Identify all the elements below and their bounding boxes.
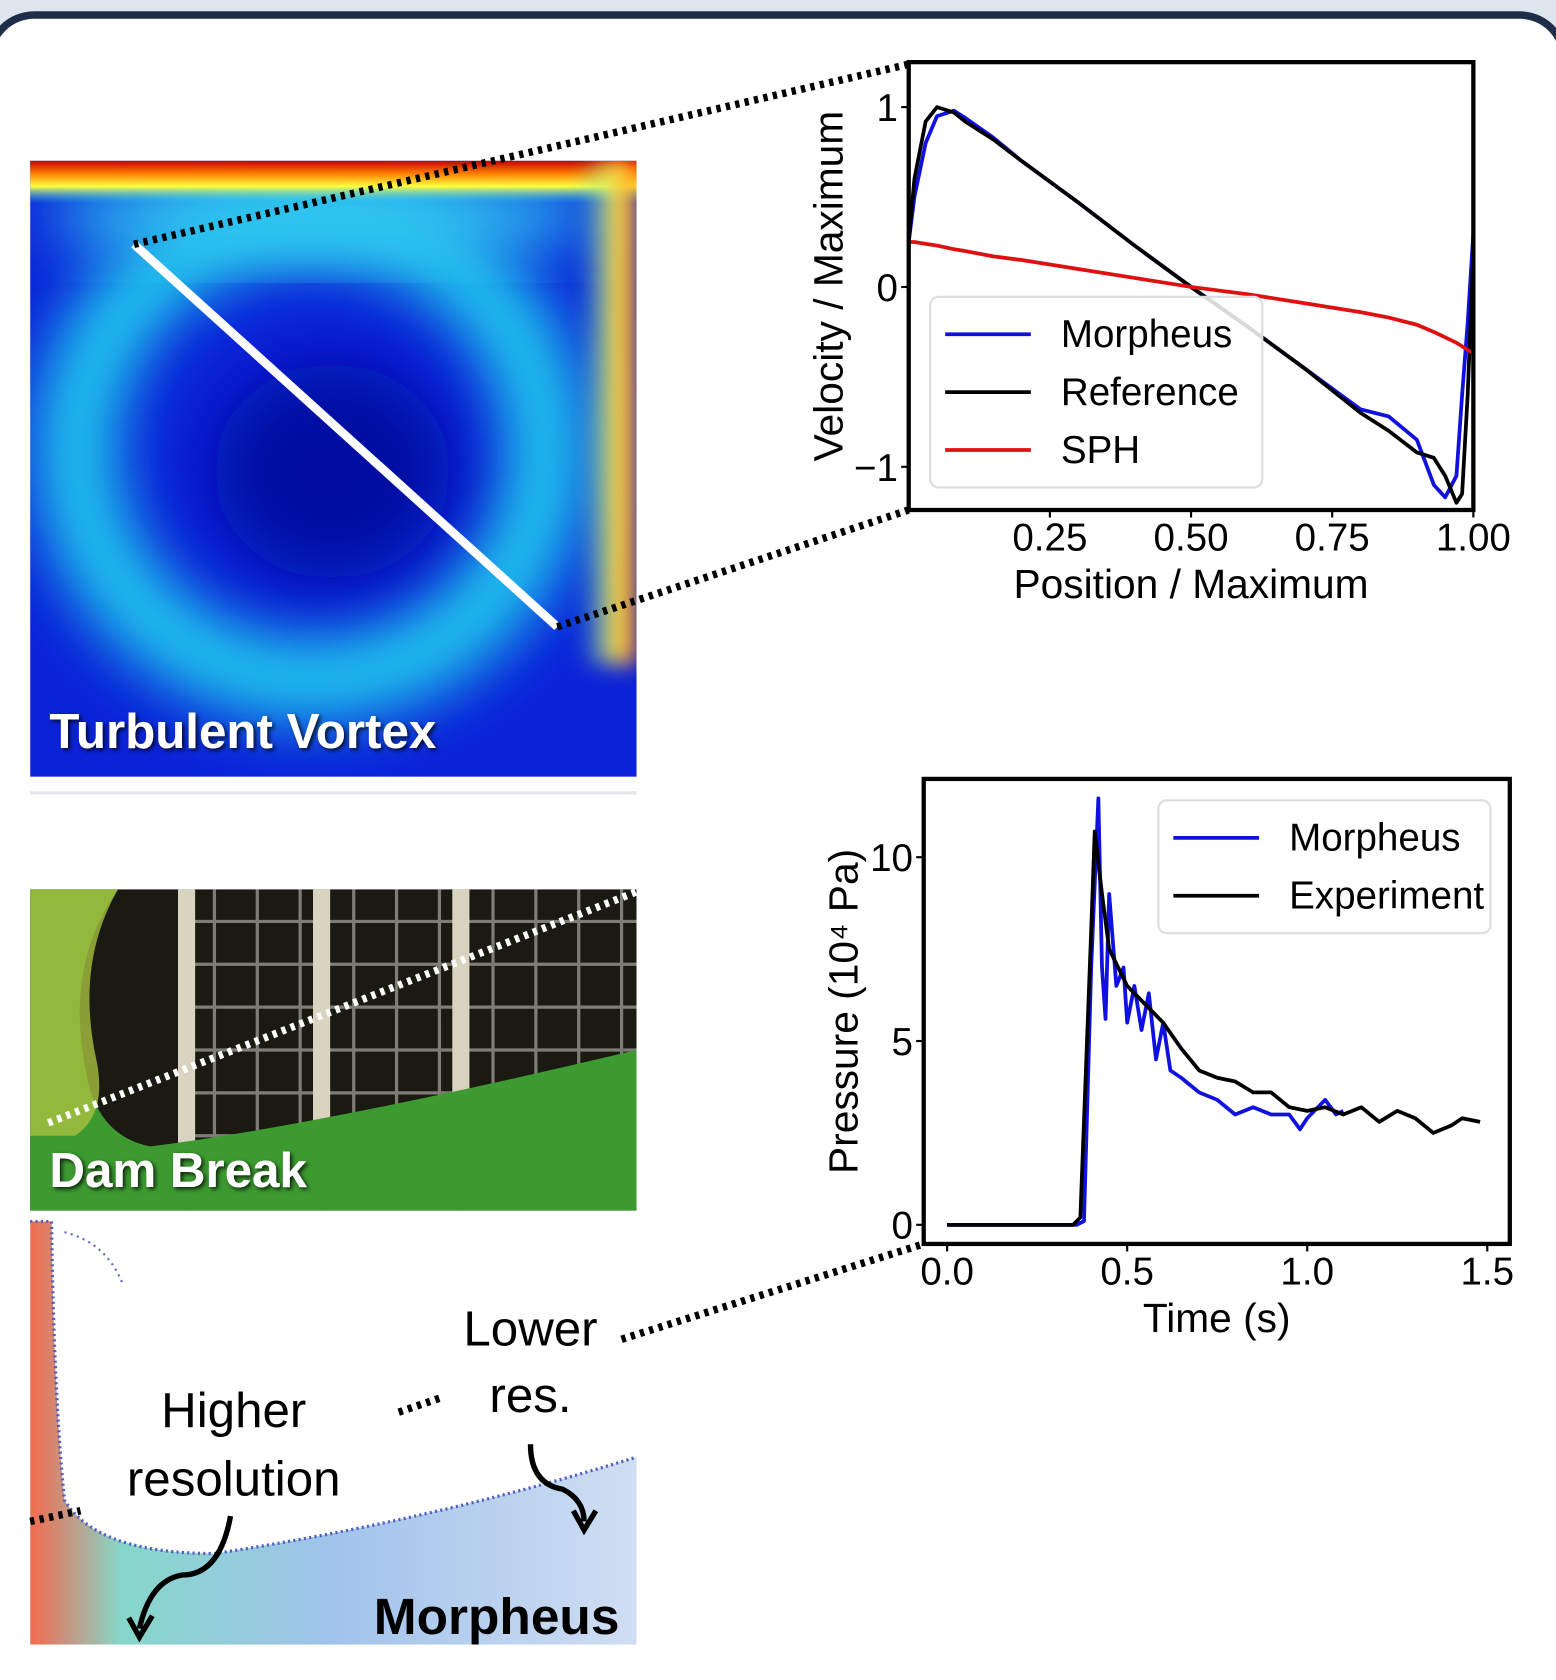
panel-label: Morpheus	[374, 1587, 620, 1645]
legend-label: Reference	[1061, 371, 1239, 414]
arrow	[527, 1444, 587, 1522]
y-axis-label: Velocity / Maximum	[805, 111, 851, 462]
x-tick-label: 1.0	[1280, 1251, 1334, 1294]
arrow-head	[571, 1509, 599, 1536]
panel-label: Dam Break	[49, 1143, 307, 1198]
series-line	[947, 796, 1345, 1227]
x-tick-label: 1.5	[1460, 1251, 1514, 1294]
series-line	[947, 829, 1481, 1227]
legend-label: Morpheus	[1289, 817, 1460, 860]
x-tick-label: 0.0	[920, 1251, 974, 1294]
annotation: res.	[489, 1368, 571, 1423]
legend-label: Morpheus	[1061, 313, 1232, 356]
probe-line	[131, 241, 561, 630]
x-tick-label: 1.00	[1436, 517, 1511, 560]
x-tick-label: 0.5	[1100, 1251, 1154, 1294]
zoom-connectors	[29, 60, 926, 1526]
plot-frame	[921, 776, 1512, 1247]
panel-label: Turbulent Vortex	[49, 704, 436, 759]
legend-box	[1157, 799, 1492, 935]
annotation: resolution	[127, 1452, 341, 1507]
y-tick-label: 1	[877, 87, 898, 130]
legend-label: SPH	[1061, 429, 1140, 472]
x-tick-label: 0.50	[1154, 517, 1229, 560]
x-tick-label: 0.75	[1295, 517, 1370, 560]
legend-label: Experiment	[1289, 875, 1484, 918]
y-axis-label: Pressure (10⁴ Pa)	[820, 849, 866, 1174]
legend-box	[929, 295, 1264, 489]
annotation: Lower	[463, 1302, 597, 1357]
arrow	[136, 1515, 234, 1630]
series-line	[908, 240, 1475, 356]
y-tick-label: 0	[877, 267, 898, 310]
x-axis-label: Position / Maximum	[1013, 561, 1368, 607]
arrow-head	[126, 1614, 155, 1643]
vortex-image	[30, 160, 637, 777]
x-axis-label: Time (s)	[1143, 1295, 1291, 1341]
x-tick-label: 0.25	[1012, 517, 1087, 560]
annotation: Higher	[161, 1383, 306, 1438]
y-tick-label: −1	[854, 447, 898, 490]
y-tick-label: 10	[870, 837, 913, 880]
y-tick-label: 5	[892, 1021, 913, 1064]
annotation-box	[85, 1371, 392, 1517]
plot-frame	[906, 60, 1476, 513]
dam-image	[30, 889, 637, 1211]
y-tick-label: 0	[892, 1205, 913, 1248]
